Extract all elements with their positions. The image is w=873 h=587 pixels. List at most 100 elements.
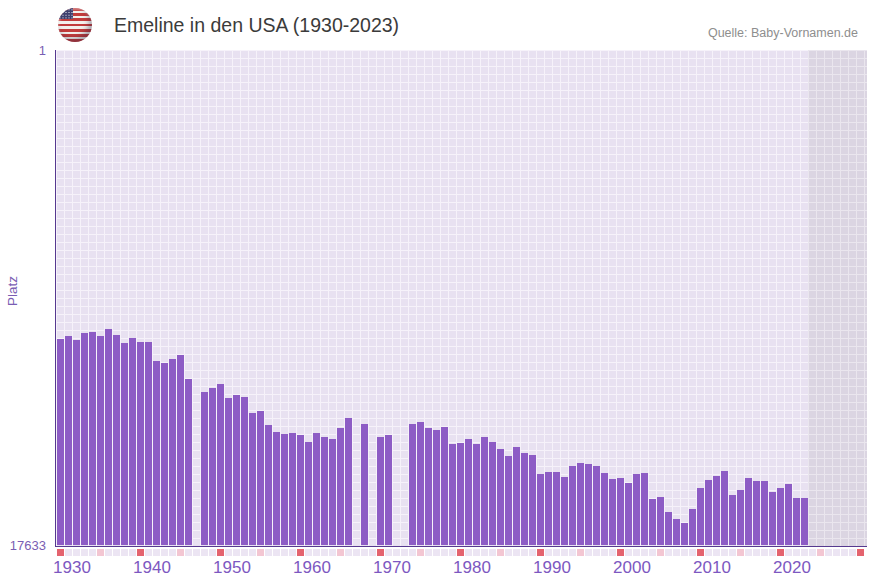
bar-1964[interactable] — [329, 439, 336, 546]
bar-1988[interactable] — [521, 453, 528, 546]
bar-1992[interactable] — [553, 472, 560, 545]
bar-1932[interactable] — [73, 340, 80, 545]
bar-1931[interactable] — [65, 336, 72, 545]
bar-1949[interactable] — [209, 388, 216, 545]
chart-title: Emeline in den USA (1930-2023) — [114, 13, 399, 37]
bar-1961[interactable] — [305, 442, 312, 545]
bar-2022[interactable] — [793, 498, 800, 545]
bar-2004[interactable] — [649, 499, 656, 546]
bar-1976[interactable] — [425, 428, 432, 546]
bar-2007[interactable] — [673, 519, 680, 546]
bar-1999[interactable] — [609, 479, 616, 545]
bar-1950[interactable] — [217, 384, 224, 546]
bar-2012[interactable] — [713, 476, 720, 545]
bar-1952[interactable] — [233, 395, 240, 545]
x-tick-2011 — [705, 549, 712, 556]
bar-1997[interactable] — [593, 466, 600, 545]
bar-1994[interactable] — [569, 466, 576, 545]
bar-1974[interactable] — [409, 424, 416, 546]
bar-1930[interactable] — [57, 339, 64, 545]
bar-1946[interactable] — [185, 379, 192, 545]
x-tick-1943 — [161, 549, 168, 556]
bar-1977[interactable] — [433, 430, 440, 546]
bar-1957[interactable] — [273, 432, 280, 546]
x-label-2000: 2000 — [602, 558, 662, 578]
bar-1990[interactable] — [537, 474, 544, 545]
bar-1979[interactable] — [449, 444, 456, 545]
bar-1955[interactable] — [257, 411, 264, 545]
bar-1978[interactable] — [441, 427, 448, 545]
bar-1983[interactable] — [481, 437, 488, 545]
bar-1966[interactable] — [345, 418, 352, 545]
bar-1993[interactable] — [561, 477, 568, 545]
bar-1960[interactable] — [297, 435, 304, 546]
bar-1939[interactable] — [129, 338, 136, 545]
bar-2001[interactable] — [625, 483, 632, 545]
bar-2010[interactable] — [697, 488, 704, 546]
x-tick-1957 — [273, 549, 280, 556]
bar-1941[interactable] — [145, 342, 152, 545]
bar-2023[interactable] — [801, 498, 808, 546]
bar-2005[interactable] — [657, 497, 664, 545]
bar-1951[interactable] — [225, 398, 232, 546]
bar-1965[interactable] — [337, 428, 344, 545]
bar-1963[interactable] — [321, 437, 328, 546]
bar-2017[interactable] — [753, 481, 760, 545]
bar-1985[interactable] — [497, 449, 504, 546]
x-tick-1947 — [193, 549, 200, 556]
bar-1982[interactable] — [473, 444, 480, 545]
bar-1970[interactable] — [377, 437, 384, 545]
bar-2021[interactable] — [785, 484, 792, 545]
bar-1954[interactable] — [249, 413, 256, 546]
bar-2015[interactable] — [737, 490, 744, 546]
bar-2016[interactable] — [745, 478, 752, 545]
bar-1948[interactable] — [201, 392, 208, 545]
bar-1996[interactable] — [585, 464, 592, 545]
bar-1956[interactable] — [265, 425, 272, 545]
bar-2002[interactable] — [633, 474, 640, 545]
bar-1940[interactable] — [137, 342, 144, 545]
bar-1984[interactable] — [489, 442, 496, 545]
bar-2011[interactable] — [705, 480, 712, 546]
bar-1987[interactable] — [513, 447, 520, 545]
bar-2003[interactable] — [641, 473, 648, 545]
bar-1968[interactable] — [361, 424, 368, 545]
x-tick-2024 — [809, 549, 816, 556]
bar-1981[interactable] — [465, 439, 472, 546]
bar-1935[interactable] — [97, 336, 104, 545]
bar-1998[interactable] — [601, 473, 608, 545]
bar-2008[interactable] — [681, 523, 688, 546]
bar-1959[interactable] — [289, 433, 296, 546]
bar-1938[interactable] — [121, 343, 128, 545]
bar-1995[interactable] — [577, 463, 584, 545]
bar-1986[interactable] — [505, 456, 512, 546]
x-tick-2015 — [737, 549, 744, 556]
bar-1989[interactable] — [529, 455, 536, 545]
bar-2018[interactable] — [761, 481, 768, 545]
bar-2006[interactable] — [665, 512, 672, 546]
bar-1991[interactable] — [545, 472, 552, 545]
bar-1945[interactable] — [177, 355, 184, 545]
bar-2009[interactable] — [689, 509, 696, 546]
bar-1943[interactable] — [161, 363, 168, 545]
bar-1975[interactable] — [417, 422, 424, 545]
x-tick-1990 — [537, 549, 544, 556]
bar-1958[interactable] — [281, 434, 288, 546]
x-tick-1965 — [337, 549, 344, 556]
x-tick-1931 — [65, 549, 72, 556]
bar-1962[interactable] — [313, 433, 320, 545]
bar-2020[interactable] — [777, 488, 784, 545]
bar-1953[interactable] — [241, 397, 248, 545]
bar-1933[interactable] — [81, 333, 88, 546]
bar-1942[interactable] — [153, 361, 160, 545]
bar-1937[interactable] — [113, 335, 120, 545]
bar-1944[interactable] — [169, 359, 176, 545]
bar-2014[interactable] — [729, 495, 736, 546]
bar-2000[interactable] — [617, 478, 624, 546]
bar-1936[interactable] — [105, 329, 112, 546]
bar-2019[interactable] — [769, 492, 776, 545]
bar-1934[interactable] — [89, 332, 96, 546]
bar-1971[interactable] — [385, 435, 392, 545]
bar-1980[interactable] — [457, 443, 464, 545]
bar-2013[interactable] — [721, 471, 728, 545]
